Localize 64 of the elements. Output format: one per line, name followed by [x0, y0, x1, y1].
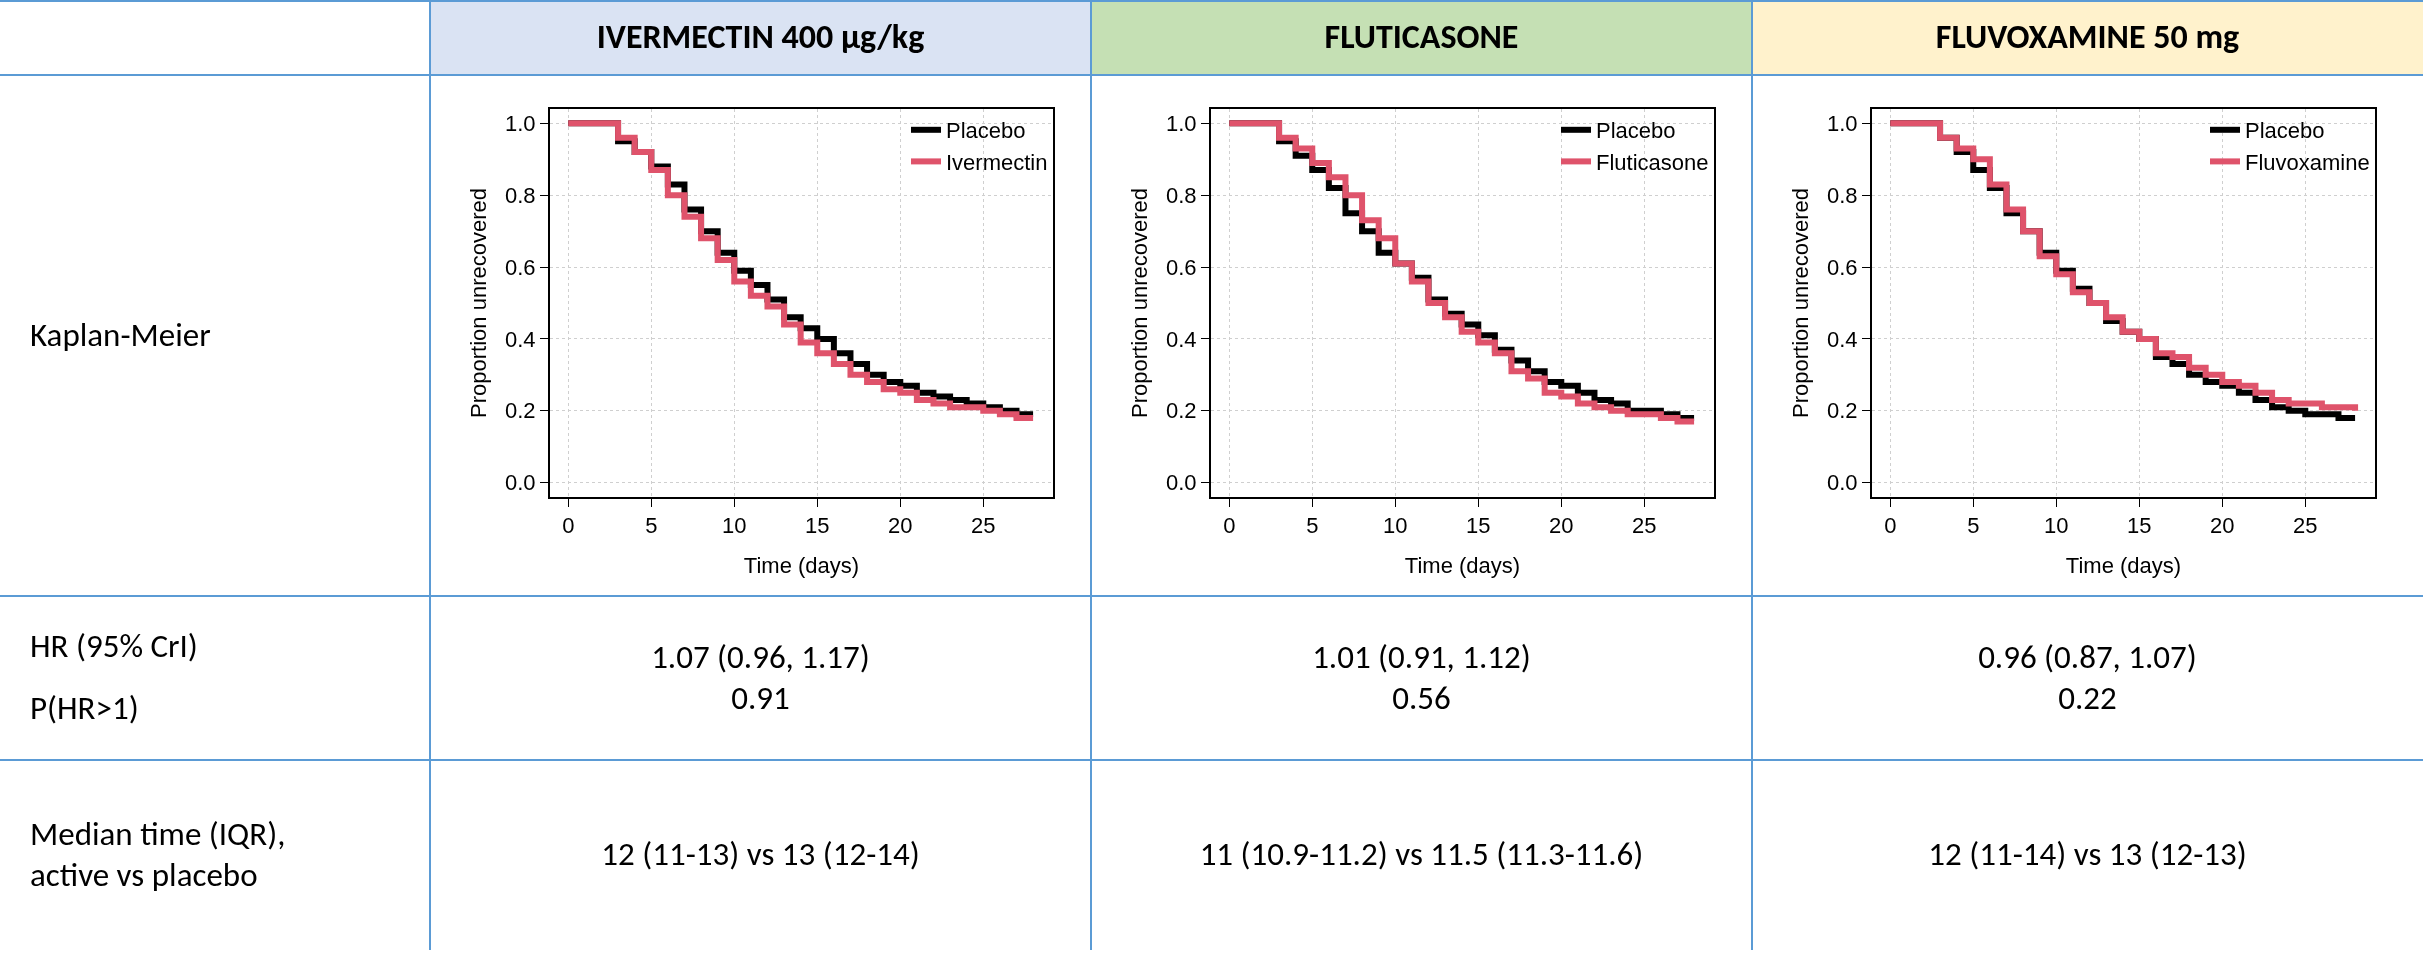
y-tick-label: 0.2 [1166, 398, 1197, 424]
text: 11 (10.9-11.2) vs 11.5 (11.3-11.6) [1198, 833, 1645, 877]
text: 12 (11-13) vs 13 (12-14) [600, 833, 921, 877]
text: HR (95% CrI) [29, 625, 199, 669]
x-tick-label: 15 [1466, 513, 1491, 539]
y-tick-label: 1.0 [1166, 111, 1197, 137]
y-tick-label: 0.6 [1166, 254, 1197, 280]
x-tick-label: 0 [562, 513, 575, 539]
legend-label: Fluticasone [1596, 149, 1709, 175]
x-tick-label: 25 [1632, 513, 1657, 539]
x-tick-label: 0 [1884, 513, 1897, 539]
y-tick-label: 0.6 [505, 254, 536, 280]
y-tick-label: 0.8 [505, 182, 536, 208]
text: Median time (IQR), active vs placebo [29, 812, 287, 897]
x-axis-title: Time (days) [2065, 552, 2182, 578]
chart-title: FLUTICASONE [1091, 0, 1752, 75]
text: 1.01 (0.91, 1.12) [1312, 636, 1531, 677]
legend-label: Placebo [946, 118, 1026, 144]
x-tick-label: 5 [1306, 513, 1319, 539]
y-tick-label: 0.2 [1827, 398, 1858, 424]
text: 0.22 [2058, 678, 2117, 718]
legend-label: Ivermectin [946, 149, 1048, 175]
text: P(HR>1) [29, 687, 140, 731]
y-tick-label: 0.4 [505, 326, 536, 352]
y-axis-title: Proportion unrecovered [1127, 188, 1153, 418]
y-tick-label: 1.0 [1827, 111, 1858, 137]
y-tick-label: 1.0 [505, 111, 536, 137]
text: 1.07 (0.96, 1.17) [651, 636, 870, 677]
y-tick-label: 0.0 [1166, 470, 1197, 496]
text: 0.56 [1392, 678, 1451, 718]
x-tick-label: 10 [722, 513, 747, 539]
x-axis-title: Time (days) [743, 552, 860, 578]
legend-label: Fluvoxamine [2245, 149, 2370, 175]
y-tick-label: 0.6 [1827, 254, 1858, 280]
y-tick-label: 0.0 [1827, 470, 1858, 496]
text: 0.96 (0.87, 1.07) [1978, 636, 2197, 677]
y-tick-label: 0.0 [505, 470, 536, 496]
x-tick-label: 10 [1383, 513, 1408, 539]
x-tick-label: 15 [2127, 513, 2152, 539]
y-tick-label: 0.8 [1827, 182, 1858, 208]
legend-label: Placebo [2245, 118, 2325, 144]
chart-title: FLUVOXAMINE 50 mg [1752, 0, 2423, 75]
x-tick-label: 0 [1223, 513, 1236, 539]
legend-label: Placebo [1596, 118, 1676, 144]
y-tick-label: 0.4 [1166, 326, 1197, 352]
x-tick-label: 10 [2044, 513, 2069, 539]
x-tick-label: 5 [645, 513, 658, 539]
chart-title: IVERMECTIN 400 μg/kg [430, 0, 1091, 75]
x-tick-label: 25 [2293, 513, 2318, 539]
text: 12 (11-14) vs 13 (12-13) [1927, 833, 2248, 877]
x-tick-label: 25 [971, 513, 996, 539]
y-tick-label: 0.4 [1827, 326, 1858, 352]
text: Kaplan-Meier [29, 313, 212, 357]
y-tick-label: 0.8 [1166, 182, 1197, 208]
x-tick-label: 15 [805, 513, 830, 539]
x-tick-label: 20 [1549, 513, 1574, 539]
y-tick-label: 0.2 [505, 398, 536, 424]
x-tick-label: 20 [2210, 513, 2235, 539]
y-axis-title: Proportion unrecovered [1788, 188, 1814, 418]
y-axis-title: Proportion unrecovered [466, 188, 492, 418]
text: 0.91 [731, 678, 790, 718]
x-tick-label: 20 [888, 513, 913, 539]
x-axis-title: Time (days) [1404, 552, 1521, 578]
x-tick-label: 5 [1967, 513, 1980, 539]
